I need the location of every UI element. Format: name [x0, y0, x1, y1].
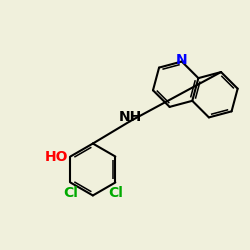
Text: N: N	[176, 53, 188, 67]
Text: Cl: Cl	[108, 186, 123, 200]
Text: HO: HO	[45, 150, 68, 164]
Text: Cl: Cl	[63, 186, 78, 200]
Text: NH: NH	[119, 110, 142, 124]
